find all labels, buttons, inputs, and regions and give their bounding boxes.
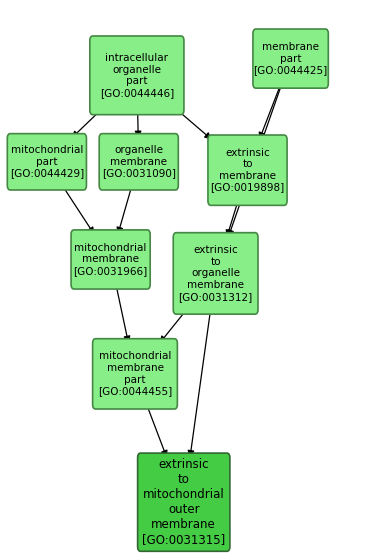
Text: extrinsic
to
organelle
membrane
[GO:0031312]: extrinsic to organelle membrane [GO:0031… bbox=[178, 245, 253, 302]
FancyBboxPatch shape bbox=[208, 135, 287, 205]
Text: intracellular
organelle
part
[GO:0044446]: intracellular organelle part [GO:0044446… bbox=[100, 53, 174, 98]
Text: extrinsic
to
membrane
[GO:0019898]: extrinsic to membrane [GO:0019898] bbox=[210, 148, 285, 193]
FancyBboxPatch shape bbox=[7, 134, 86, 190]
Text: mitochondrial
membrane
part
[GO:0044455]: mitochondrial membrane part [GO:0044455] bbox=[98, 352, 172, 396]
FancyBboxPatch shape bbox=[99, 134, 178, 190]
FancyBboxPatch shape bbox=[93, 339, 177, 409]
FancyBboxPatch shape bbox=[173, 233, 258, 314]
Text: extrinsic
to
mitochondrial
outer
membrane
[GO:0031315]: extrinsic to mitochondrial outer membran… bbox=[142, 458, 225, 546]
Text: mitochondrial
membrane
[GO:0031966]: mitochondrial membrane [GO:0031966] bbox=[74, 243, 148, 276]
Text: organelle
membrane
[GO:0031090]: organelle membrane [GO:0031090] bbox=[102, 145, 176, 179]
Text: membrane
part
[GO:0044425]: membrane part [GO:0044425] bbox=[254, 42, 328, 75]
Text: mitochondrial
part
[GO:0044429]: mitochondrial part [GO:0044429] bbox=[10, 145, 84, 179]
FancyBboxPatch shape bbox=[253, 29, 328, 88]
FancyBboxPatch shape bbox=[71, 230, 150, 289]
FancyBboxPatch shape bbox=[138, 453, 230, 551]
FancyBboxPatch shape bbox=[90, 36, 184, 115]
